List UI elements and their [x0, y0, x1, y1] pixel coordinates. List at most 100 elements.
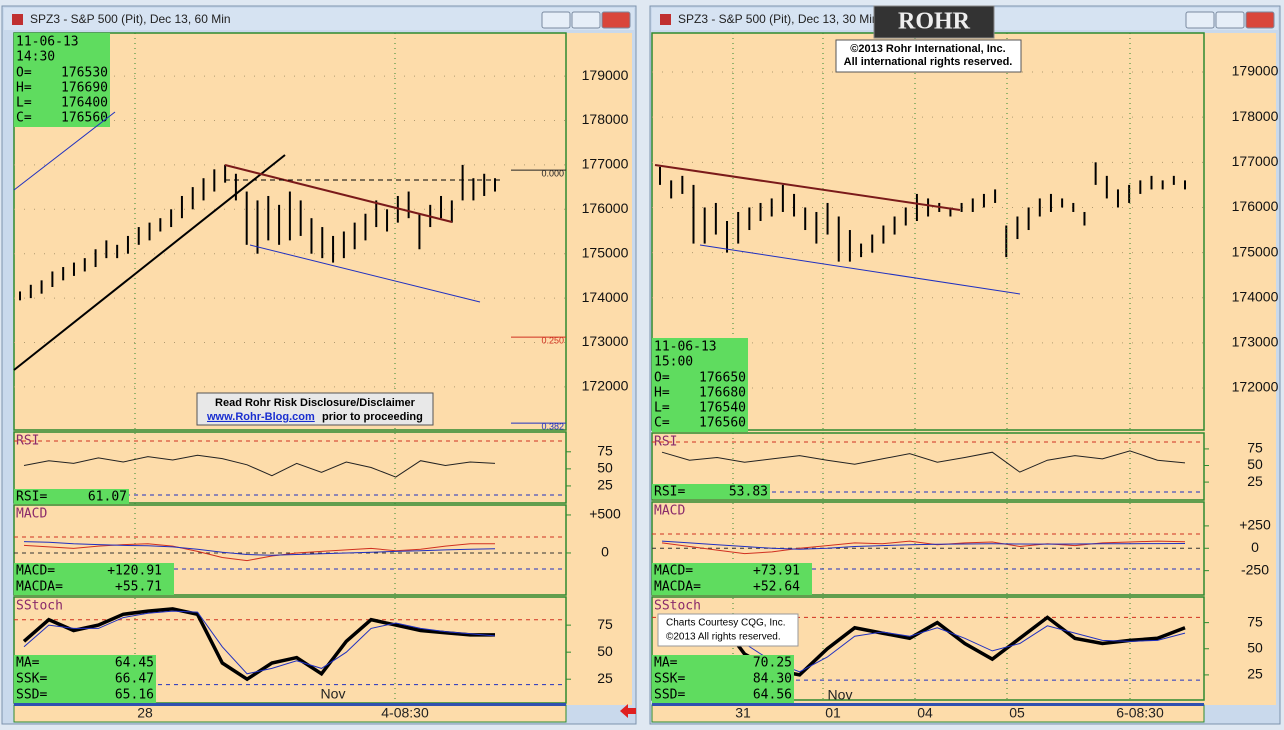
macd-tick-label: +250 — [1239, 517, 1271, 533]
rsi-tick-label: 25 — [597, 477, 613, 493]
macd-readout-label: MACDA= — [654, 580, 701, 595]
macd-readout-box — [652, 563, 812, 595]
chart-background — [14, 33, 632, 705]
rsi-tick-label: 75 — [1247, 440, 1263, 456]
scroll-arrow[interactable] — [620, 704, 636, 718]
info-ohlc-label: H= — [16, 81, 32, 96]
stoch-readout-label: MA= — [16, 656, 40, 671]
date-label: Nov — [828, 687, 853, 703]
cqg-line2: ©2013 All rights reserved. — [666, 632, 781, 643]
rsi-readout-value: 53.83 — [729, 485, 768, 500]
minimize-button[interactable] — [541, 11, 571, 29]
rsi-line — [661, 450, 1186, 473]
macd-readout-value: +52.64 — [753, 580, 800, 595]
date-axis-strip — [652, 703, 1204, 706]
rsi-label: RSI — [654, 435, 677, 450]
stoch-readout-label: SSK= — [16, 672, 47, 687]
price-tick-label: 176000 — [1232, 198, 1279, 214]
macd-line — [23, 541, 496, 556]
info-ohlc-label: L= — [654, 401, 670, 416]
trendline — [654, 164, 961, 211]
stoch-readout-box — [652, 655, 794, 703]
macd-panel — [13, 504, 567, 596]
minimize-button[interactable] — [1185, 11, 1215, 29]
stoch-readout-value: 70.25 — [753, 656, 792, 671]
macd-readout-value: +55.71 — [115, 580, 162, 595]
rsi-readout-label: RSI= — [16, 490, 47, 505]
info-ohlc-value: 176540 — [699, 401, 746, 416]
price-tick-label: 178000 — [1232, 108, 1279, 124]
stoch-readout-label: SSK= — [654, 672, 685, 687]
price-tick-label: 175000 — [582, 244, 629, 260]
price-tick-label: 175000 — [1232, 243, 1279, 259]
macd-readout-label: MACDA= — [16, 580, 63, 595]
stoch-tick-label: 50 — [597, 643, 613, 659]
info-ohlc-value: 176650 — [699, 371, 746, 386]
info-box — [652, 338, 748, 432]
trendline — [699, 244, 1021, 295]
stoch-readout-value: 65.16 — [115, 688, 154, 703]
stoch-readout-label: SSD= — [16, 688, 47, 703]
stoch-line — [23, 610, 496, 675]
app-icon — [12, 14, 23, 25]
date-axis — [13, 704, 567, 723]
price-panel — [13, 32, 567, 431]
macd-tick-label: -250 — [1241, 561, 1269, 577]
price-tick-label: 172000 — [1232, 379, 1279, 395]
stoch-tick-label: 50 — [1247, 639, 1263, 655]
macd-line — [661, 540, 1186, 550]
stoch-readout-value: 64.45 — [115, 656, 154, 671]
date-label: 31 — [735, 705, 751, 721]
window-title: SPZ3 - S&P 500 (Pit), Dec 13, 60 Min — [30, 12, 231, 26]
rsi-tick-label: 25 — [1247, 473, 1263, 489]
rsi-tick-label: 75 — [597, 443, 613, 459]
info-ohlc-value: 176530 — [61, 66, 108, 81]
info-time: 14:30 — [16, 50, 55, 65]
info-date: 11-06-13 — [16, 35, 79, 50]
stoch-tick-label: 75 — [597, 616, 613, 632]
window-title: SPZ3 - S&P 500 (Pit), Dec 13, 30 Min — [678, 12, 879, 26]
logo: ROHR — [898, 9, 971, 35]
info-ohlc-value: 176560 — [699, 416, 746, 431]
price-tick-label: 173000 — [1232, 334, 1279, 350]
fib-label: 0.000 — [541, 168, 564, 178]
info-ohlc-label: O= — [654, 371, 670, 386]
disclaimer-link[interactable]: www.Rohr-Blog.com — [206, 411, 315, 423]
rsi-panel — [13, 431, 567, 504]
macd-label: MACD — [16, 507, 47, 522]
app-icon — [660, 14, 671, 25]
stoch-readout-value: 84.30 — [753, 672, 792, 687]
disclaimer-box — [196, 392, 434, 426]
info-date: 11-06-13 — [654, 340, 717, 355]
info-ohlc-label: L= — [16, 96, 32, 111]
info-time: 15:00 — [654, 355, 693, 370]
info-ohlc-label: H= — [654, 386, 670, 401]
rsi-readout-value: 61.07 — [88, 490, 127, 505]
macd-line — [23, 543, 495, 562]
stoch-readout-label: MA= — [654, 656, 678, 671]
price-tick-label: 174000 — [582, 289, 629, 305]
date-label: 28 — [137, 705, 153, 721]
rsi-readout-box — [14, 489, 129, 504]
rsi-label: RSI — [16, 434, 39, 449]
stoch-label: SStoch — [654, 599, 701, 614]
disclaimer-rest: prior to proceeding — [322, 411, 423, 423]
close-button[interactable] — [1245, 11, 1275, 29]
date-label: 04 — [917, 705, 933, 721]
info-ohlc-label: O= — [16, 66, 32, 81]
macd-readout-value: +73.91 — [753, 564, 800, 579]
close-button[interactable] — [601, 11, 631, 29]
maximize-button[interactable] — [1215, 11, 1245, 29]
price-tick-label: 177000 — [582, 156, 629, 172]
copyright-line2: All international rights reserved. — [844, 56, 1013, 68]
macd-readout-label: MACD= — [654, 564, 693, 579]
rsi-line — [23, 454, 496, 478]
stoch-tick-label: 25 — [597, 670, 613, 686]
stoch-readout-value: 64.56 — [753, 688, 792, 703]
date-axis-strip — [14, 703, 566, 706]
info-ohlc-label: C= — [654, 416, 670, 431]
date-label: Nov — [321, 686, 346, 702]
maximize-button[interactable] — [571, 11, 601, 29]
stoch-readout-value: 66.47 — [115, 672, 154, 687]
